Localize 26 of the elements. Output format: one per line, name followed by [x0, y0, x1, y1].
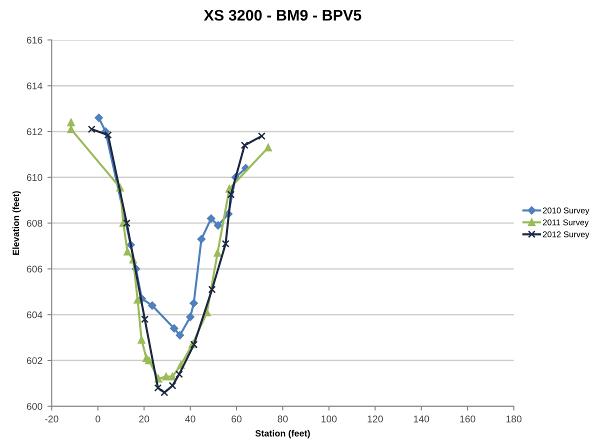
y-tick-label: 612 [26, 128, 42, 136]
y-axis-title: Elevation (feet) [12, 191, 21, 255]
legend-label: 2010 Survey [542, 208, 590, 216]
legend-label: 2012 Survey [542, 231, 590, 239]
x-tick-label: 120 [368, 416, 383, 422]
y-tick-label: 614 [26, 82, 42, 90]
x-tick-label: -20 [45, 416, 58, 422]
x-tick-label: 0 [96, 416, 100, 422]
y-tick-label: 616 [26, 36, 42, 44]
x-tick-label: 140 [414, 416, 430, 422]
chart-title: XS 3200 - BM9 - BPV5 [204, 10, 362, 21]
x-tick-label: 20 [139, 416, 150, 422]
x-tick-label: 100 [322, 416, 337, 422]
x-tick-label: 40 [185, 416, 196, 422]
legend-label: 2011 Survey [542, 219, 589, 227]
y-tick-label: 610 [26, 174, 42, 181]
y-tick-label: 600 [26, 402, 42, 410]
y-tick-label: 602 [26, 357, 42, 364]
x-tick-label: 60 [232, 416, 242, 422]
y-tick-label: 606 [26, 266, 42, 273]
x-tick-label: 80 [278, 416, 288, 422]
x-tick-label: 160 [460, 416, 476, 422]
y-tick-label: 608 [26, 220, 42, 227]
x-axis-title: Station (feet) [255, 430, 310, 438]
x-tick-label: 180 [506, 416, 522, 422]
y-tick-label: 604 [26, 311, 42, 318]
